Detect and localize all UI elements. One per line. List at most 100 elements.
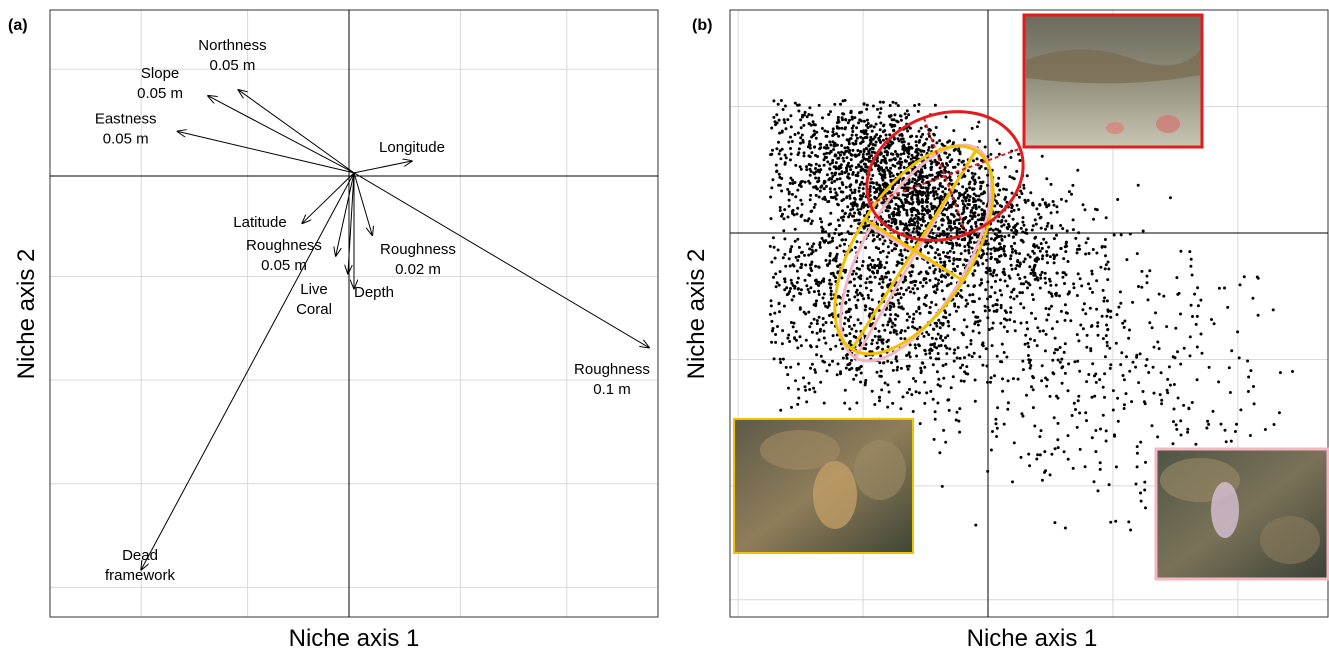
data-point [986, 380, 989, 384]
data-point [918, 422, 922, 426]
data-point [913, 283, 917, 287]
data-point [871, 270, 874, 274]
data-point [987, 308, 991, 312]
data-point [1003, 252, 1006, 256]
data-point [1064, 273, 1068, 277]
data-point [800, 115, 804, 119]
data-point [831, 127, 835, 131]
data-point [788, 290, 792, 293]
data-point [1063, 303, 1067, 307]
data-point [897, 139, 901, 143]
data-point [965, 206, 969, 210]
data-point [940, 232, 944, 236]
data-point [1025, 174, 1029, 178]
data-point [1003, 197, 1007, 201]
data-point [911, 206, 915, 210]
data-point [799, 288, 803, 292]
data-point [849, 111, 853, 115]
data-point [850, 133, 854, 137]
data-point [1256, 313, 1260, 317]
data-point [1002, 249, 1006, 253]
data-point [1045, 254, 1049, 257]
data-point [848, 232, 852, 236]
data-point [1009, 306, 1013, 310]
data-point [1146, 298, 1150, 302]
data-point [881, 280, 885, 284]
data-point [927, 183, 931, 187]
data-point [998, 242, 1002, 246]
photo-inset-yellow [733, 418, 914, 554]
data-point [1046, 221, 1050, 225]
data-point [1105, 340, 1109, 344]
data-point [1196, 304, 1200, 308]
data-point [834, 256, 838, 260]
data-point [851, 204, 855, 208]
data-point [897, 305, 901, 309]
data-point [971, 329, 975, 333]
data-point [973, 399, 977, 403]
arrow-label-line: Depth [354, 284, 394, 301]
data-point [1141, 390, 1145, 393]
data-point [991, 274, 995, 278]
data-point [957, 222, 961, 225]
data-point [844, 310, 848, 314]
data-point [1104, 263, 1108, 267]
data-point [917, 202, 921, 206]
data-point [879, 369, 883, 373]
data-point [789, 176, 793, 180]
data-point [1044, 227, 1048, 231]
data-point [936, 248, 940, 252]
data-point [1105, 314, 1109, 318]
data-point [1009, 254, 1013, 258]
data-point [904, 222, 908, 226]
data-point [1109, 363, 1113, 367]
data-point [1000, 234, 1003, 238]
data-point [925, 189, 929, 193]
data-point [877, 282, 881, 286]
data-point [857, 186, 861, 190]
data-point [926, 191, 930, 195]
data-point [969, 339, 973, 342]
arrow-label-line: Northness [198, 37, 266, 54]
data-point [952, 257, 956, 261]
data-point [793, 285, 797, 288]
data-point [1018, 264, 1021, 268]
data-point [1116, 198, 1120, 201]
arrow-label: Longitude [379, 139, 445, 156]
data-point [781, 108, 785, 111]
data-point [829, 190, 833, 194]
data-point [935, 284, 939, 288]
data-point [851, 130, 855, 133]
data-point [997, 248, 1001, 252]
data-point [828, 363, 831, 367]
data-point [1047, 313, 1050, 317]
data-point [1263, 428, 1267, 431]
data-point [1150, 424, 1154, 428]
data-point [857, 210, 861, 214]
data-point [1003, 317, 1006, 321]
data-point [792, 321, 796, 325]
data-point [1077, 244, 1081, 248]
data-point [998, 188, 1002, 192]
data-point [850, 358, 853, 362]
data-point [788, 181, 792, 185]
data-point [1182, 346, 1186, 350]
data-point [778, 209, 782, 212]
data-point [1064, 250, 1068, 254]
data-point [1071, 228, 1075, 232]
data-point [809, 170, 813, 173]
data-point [810, 245, 814, 248]
data-point [944, 362, 948, 366]
data-point [847, 139, 851, 143]
data-point [1103, 245, 1107, 249]
data-point [1168, 196, 1172, 200]
data-point [772, 115, 776, 119]
data-point [1089, 347, 1093, 351]
data-point [1014, 228, 1018, 232]
data-point [973, 284, 976, 288]
data-point [1002, 187, 1006, 191]
data-point [868, 307, 872, 311]
data-point [1122, 407, 1126, 410]
data-point [808, 167, 812, 171]
data-point [845, 356, 849, 360]
